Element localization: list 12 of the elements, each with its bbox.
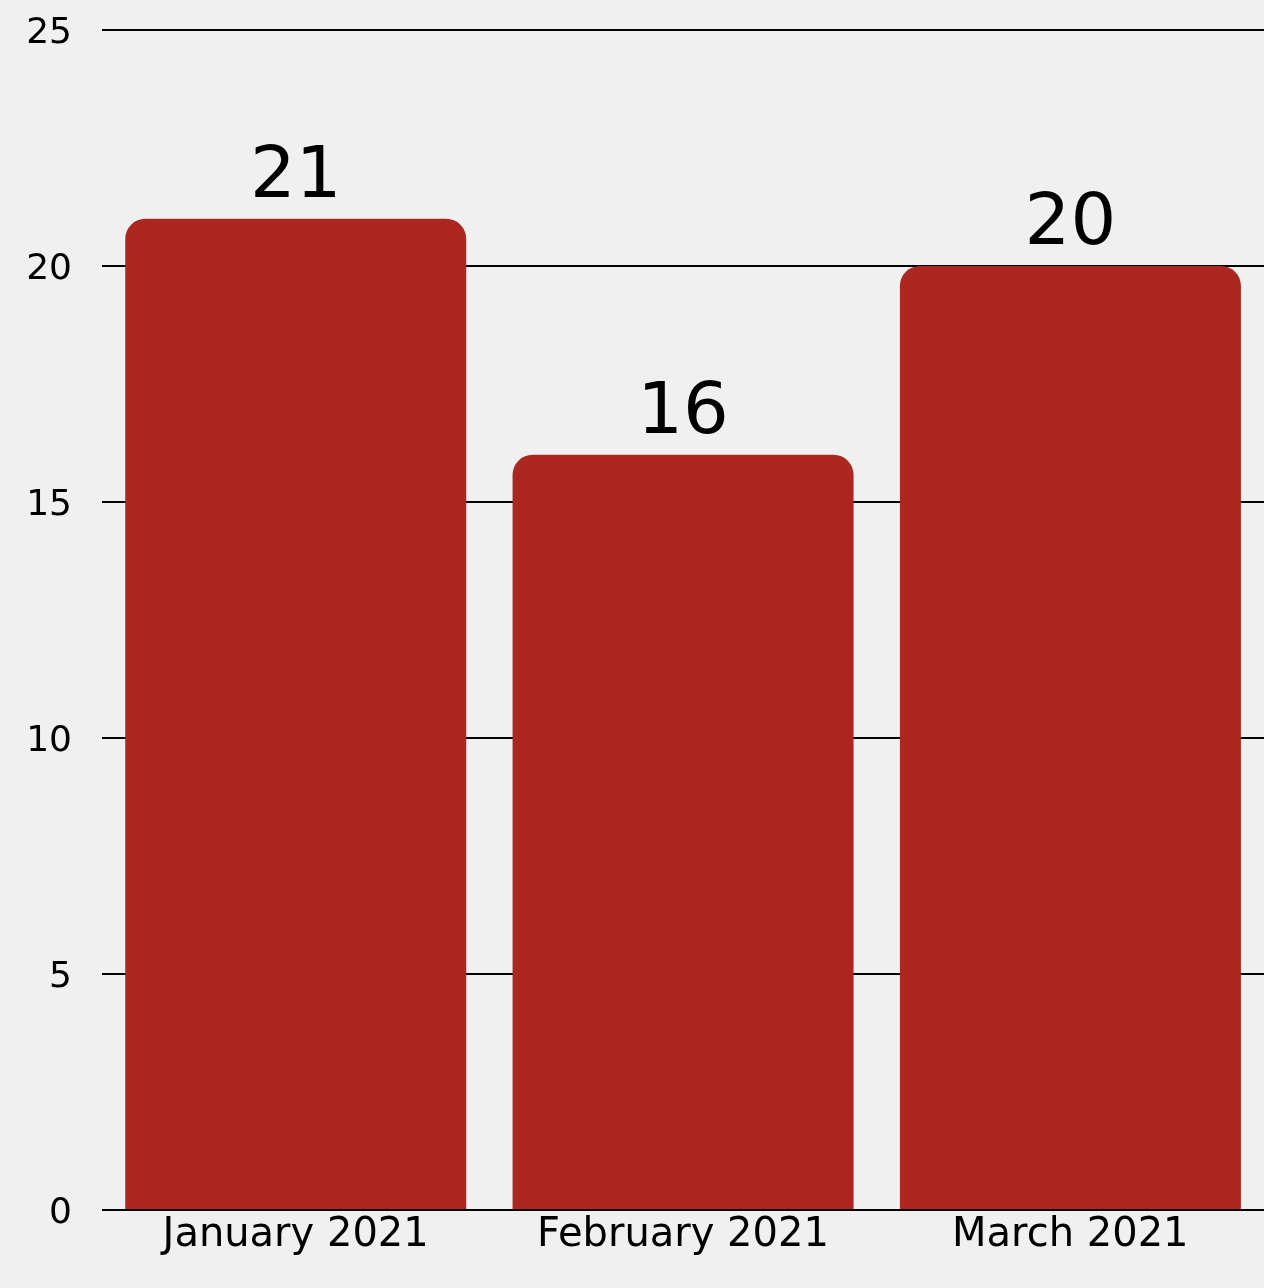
x-tick-label: January 2021 — [159, 1209, 429, 1256]
y-tick-label: 25 — [26, 9, 72, 51]
x-tick-label: February 2021 — [537, 1209, 829, 1256]
y-tick-label: 15 — [26, 481, 72, 523]
y-tick-label: 10 — [26, 717, 72, 759]
data-label: 16 — [637, 365, 729, 450]
x-tick-label: March 2021 — [952, 1209, 1189, 1256]
y-tick-label: 0 — [49, 1189, 72, 1231]
y-tick-label: 5 — [49, 953, 72, 995]
data-label: 21 — [249, 129, 342, 214]
y-tick-label: 20 — [26, 245, 72, 287]
data-label: 20 — [1024, 177, 1117, 261]
